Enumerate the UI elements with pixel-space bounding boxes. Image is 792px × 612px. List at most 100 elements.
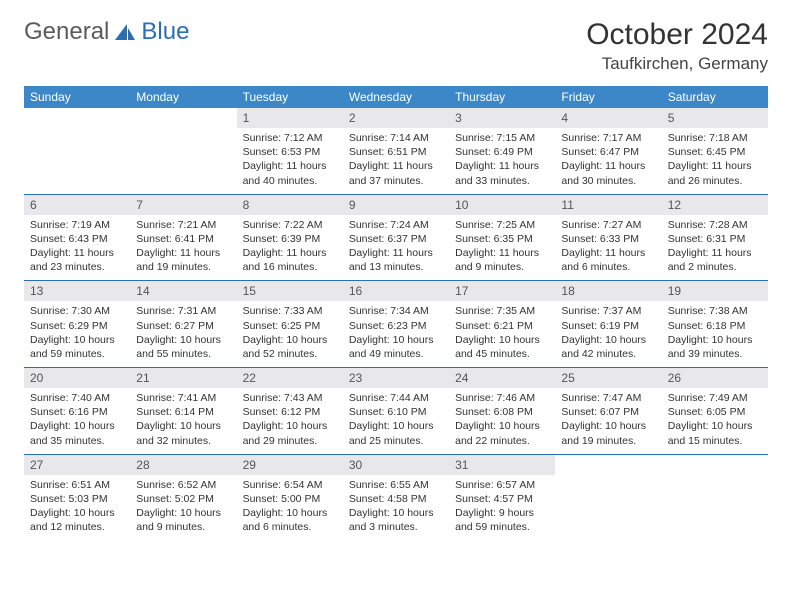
month-title: October 2024	[586, 18, 768, 52]
calendar-cell: 27Sunrise: 6:51 AMSunset: 5:03 PMDayligh…	[24, 454, 130, 540]
calendar-row: 6Sunrise: 7:19 AMSunset: 6:43 PMDaylight…	[24, 194, 768, 281]
calendar-cell: 5Sunrise: 7:18 AMSunset: 6:45 PMDaylight…	[662, 108, 768, 194]
calendar-table: SundayMondayTuesdayWednesdayThursdayFrid…	[24, 86, 768, 540]
day-details: Sunrise: 7:40 AMSunset: 6:16 PMDaylight:…	[24, 388, 130, 454]
calendar-row: 20Sunrise: 7:40 AMSunset: 6:16 PMDayligh…	[24, 368, 768, 455]
logo-text-2: Blue	[141, 18, 189, 46]
calendar-cell: 14Sunrise: 7:31 AMSunset: 6:27 PMDayligh…	[130, 281, 236, 368]
day-details: Sunrise: 7:43 AMSunset: 6:12 PMDaylight:…	[237, 388, 343, 454]
day-number: 8	[237, 195, 343, 215]
day-number: 15	[237, 281, 343, 301]
calendar-cell: 2Sunrise: 7:14 AMSunset: 6:51 PMDaylight…	[343, 108, 449, 194]
day-details: Sunrise: 6:57 AMSunset: 4:57 PMDaylight:…	[449, 475, 555, 541]
calendar-cell-empty	[24, 108, 130, 194]
day-details: Sunrise: 7:19 AMSunset: 6:43 PMDaylight:…	[24, 215, 130, 281]
calendar-cell: 25Sunrise: 7:47 AMSunset: 6:07 PMDayligh…	[555, 368, 661, 455]
day-details: Sunrise: 6:52 AMSunset: 5:02 PMDaylight:…	[130, 475, 236, 541]
day-number: 24	[449, 368, 555, 388]
day-details: Sunrise: 6:55 AMSunset: 4:58 PMDaylight:…	[343, 475, 449, 541]
day-number: 5	[662, 108, 768, 128]
day-details: Sunrise: 7:38 AMSunset: 6:18 PMDaylight:…	[662, 301, 768, 367]
calendar-cell: 30Sunrise: 6:55 AMSunset: 4:58 PMDayligh…	[343, 454, 449, 540]
day-number: 30	[343, 455, 449, 475]
day-number: 20	[24, 368, 130, 388]
day-number: 29	[237, 455, 343, 475]
day-details: Sunrise: 7:28 AMSunset: 6:31 PMDaylight:…	[662, 215, 768, 281]
day-number: 13	[24, 281, 130, 301]
calendar-cell: 13Sunrise: 7:30 AMSunset: 6:29 PMDayligh…	[24, 281, 130, 368]
day-details: Sunrise: 7:47 AMSunset: 6:07 PMDaylight:…	[555, 388, 661, 454]
day-details: Sunrise: 6:54 AMSunset: 5:00 PMDaylight:…	[237, 475, 343, 541]
day-number: 26	[662, 368, 768, 388]
day-details: Sunrise: 7:30 AMSunset: 6:29 PMDaylight:…	[24, 301, 130, 367]
day-number: 4	[555, 108, 661, 128]
calendar-cell: 11Sunrise: 7:27 AMSunset: 6:33 PMDayligh…	[555, 194, 661, 281]
weekday-header: Thursday	[449, 86, 555, 108]
calendar-cell: 12Sunrise: 7:28 AMSunset: 6:31 PMDayligh…	[662, 194, 768, 281]
day-number: 3	[449, 108, 555, 128]
day-details: Sunrise: 7:15 AMSunset: 6:49 PMDaylight:…	[449, 128, 555, 194]
day-number: 9	[343, 195, 449, 215]
calendar-cell: 3Sunrise: 7:15 AMSunset: 6:49 PMDaylight…	[449, 108, 555, 194]
day-number: 18	[555, 281, 661, 301]
day-number: 1	[237, 108, 343, 128]
calendar-cell: 21Sunrise: 7:41 AMSunset: 6:14 PMDayligh…	[130, 368, 236, 455]
day-details: Sunrise: 7:24 AMSunset: 6:37 PMDaylight:…	[343, 215, 449, 281]
calendar-cell: 16Sunrise: 7:34 AMSunset: 6:23 PMDayligh…	[343, 281, 449, 368]
day-details: Sunrise: 7:33 AMSunset: 6:25 PMDaylight:…	[237, 301, 343, 367]
calendar-cell: 28Sunrise: 6:52 AMSunset: 5:02 PMDayligh…	[130, 454, 236, 540]
day-details: Sunrise: 7:31 AMSunset: 6:27 PMDaylight:…	[130, 301, 236, 367]
calendar-cell: 29Sunrise: 6:54 AMSunset: 5:00 PMDayligh…	[237, 454, 343, 540]
day-number: 21	[130, 368, 236, 388]
calendar-cell: 31Sunrise: 6:57 AMSunset: 4:57 PMDayligh…	[449, 454, 555, 540]
day-number: 7	[130, 195, 236, 215]
day-number: 25	[555, 368, 661, 388]
title-block: October 2024 Taufkirchen, Germany	[586, 18, 768, 74]
day-number: 10	[449, 195, 555, 215]
calendar-cell: 19Sunrise: 7:38 AMSunset: 6:18 PMDayligh…	[662, 281, 768, 368]
day-number: 19	[662, 281, 768, 301]
day-details: Sunrise: 7:46 AMSunset: 6:08 PMDaylight:…	[449, 388, 555, 454]
day-details: Sunrise: 7:21 AMSunset: 6:41 PMDaylight:…	[130, 215, 236, 281]
day-details: Sunrise: 7:22 AMSunset: 6:39 PMDaylight:…	[237, 215, 343, 281]
day-number: 27	[24, 455, 130, 475]
logo: General Blue	[24, 18, 189, 46]
day-details: Sunrise: 7:37 AMSunset: 6:19 PMDaylight:…	[555, 301, 661, 367]
logo-sail-icon	[113, 22, 137, 42]
calendar-cell: 23Sunrise: 7:44 AMSunset: 6:10 PMDayligh…	[343, 368, 449, 455]
day-number: 14	[130, 281, 236, 301]
day-details: Sunrise: 7:12 AMSunset: 6:53 PMDaylight:…	[237, 128, 343, 194]
day-details: Sunrise: 7:49 AMSunset: 6:05 PMDaylight:…	[662, 388, 768, 454]
calendar-cell: 9Sunrise: 7:24 AMSunset: 6:37 PMDaylight…	[343, 194, 449, 281]
day-number: 31	[449, 455, 555, 475]
calendar-body: 1Sunrise: 7:12 AMSunset: 6:53 PMDaylight…	[24, 108, 768, 540]
calendar-cell: 26Sunrise: 7:49 AMSunset: 6:05 PMDayligh…	[662, 368, 768, 455]
calendar-cell: 8Sunrise: 7:22 AMSunset: 6:39 PMDaylight…	[237, 194, 343, 281]
day-number: 11	[555, 195, 661, 215]
day-number: 16	[343, 281, 449, 301]
day-number: 2	[343, 108, 449, 128]
calendar-cell: 22Sunrise: 7:43 AMSunset: 6:12 PMDayligh…	[237, 368, 343, 455]
day-details: Sunrise: 6:51 AMSunset: 5:03 PMDaylight:…	[24, 475, 130, 541]
day-details: Sunrise: 7:25 AMSunset: 6:35 PMDaylight:…	[449, 215, 555, 281]
calendar-row: 13Sunrise: 7:30 AMSunset: 6:29 PMDayligh…	[24, 281, 768, 368]
day-details: Sunrise: 7:44 AMSunset: 6:10 PMDaylight:…	[343, 388, 449, 454]
weekday-header: Wednesday	[343, 86, 449, 108]
calendar-cell: 24Sunrise: 7:46 AMSunset: 6:08 PMDayligh…	[449, 368, 555, 455]
calendar-cell: 10Sunrise: 7:25 AMSunset: 6:35 PMDayligh…	[449, 194, 555, 281]
day-number: 17	[449, 281, 555, 301]
day-details: Sunrise: 7:34 AMSunset: 6:23 PMDaylight:…	[343, 301, 449, 367]
calendar-cell: 6Sunrise: 7:19 AMSunset: 6:43 PMDaylight…	[24, 194, 130, 281]
calendar-row: 1Sunrise: 7:12 AMSunset: 6:53 PMDaylight…	[24, 108, 768, 194]
day-details: Sunrise: 7:41 AMSunset: 6:14 PMDaylight:…	[130, 388, 236, 454]
header: General Blue October 2024 Taufkirchen, G…	[24, 18, 768, 74]
calendar-cell: 4Sunrise: 7:17 AMSunset: 6:47 PMDaylight…	[555, 108, 661, 194]
day-number: 28	[130, 455, 236, 475]
calendar-cell: 1Sunrise: 7:12 AMSunset: 6:53 PMDaylight…	[237, 108, 343, 194]
calendar-cell: 17Sunrise: 7:35 AMSunset: 6:21 PMDayligh…	[449, 281, 555, 368]
calendar-header: SundayMondayTuesdayWednesdayThursdayFrid…	[24, 86, 768, 108]
weekday-header: Friday	[555, 86, 661, 108]
calendar-row: 27Sunrise: 6:51 AMSunset: 5:03 PMDayligh…	[24, 454, 768, 540]
calendar-cell: 15Sunrise: 7:33 AMSunset: 6:25 PMDayligh…	[237, 281, 343, 368]
calendar-cell: 7Sunrise: 7:21 AMSunset: 6:41 PMDaylight…	[130, 194, 236, 281]
